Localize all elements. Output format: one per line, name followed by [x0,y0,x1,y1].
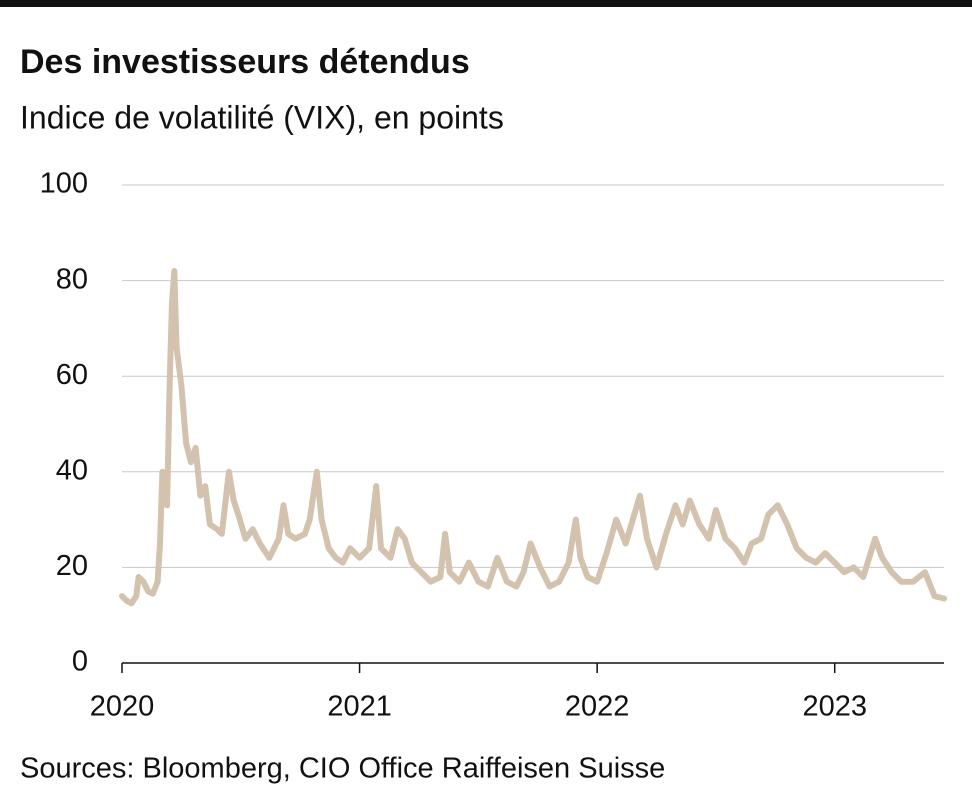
x-tick-label: 2020 [90,691,155,723]
chart-subtitle: Indice de volatilité (VIX), en points [20,99,504,135]
line [119,268,947,607]
y-tick-label: 40 [56,454,88,486]
x-tick-label: 2021 [327,691,392,723]
y-tick-label: 80 [56,263,88,295]
chart-title: Des investisseurs détendus [20,43,470,81]
y-tick-label: 60 [56,359,88,391]
top-bar [0,0,972,7]
y-tick-label: 0 [72,646,88,678]
y-tick-label: 20 [56,550,88,582]
y-tick-label: 100 [40,168,88,200]
source: Sources: Bloomberg, CIO Office Raiffeise… [20,753,665,785]
x-tick-label: 2023 [802,691,867,723]
x-tick-label: 2022 [565,691,630,723]
